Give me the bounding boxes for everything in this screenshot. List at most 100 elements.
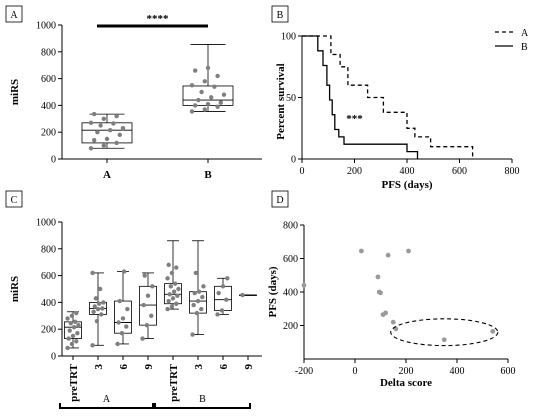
x-tick-label: 0 (353, 366, 358, 377)
data-point (117, 132, 123, 138)
data-point (74, 339, 79, 344)
data-point (301, 282, 307, 288)
data-point (124, 324, 129, 329)
y-tick-label: 600 (283, 254, 298, 265)
data-point (383, 310, 388, 316)
x-axis-label: PFS (days) (381, 179, 432, 191)
data-point (120, 125, 126, 131)
data-point (125, 306, 130, 312)
data-point (74, 310, 79, 316)
legend-label: A (521, 28, 529, 39)
survival-curve-b (302, 35, 419, 159)
y-tick-label: 1000 (36, 218, 56, 229)
data-point (94, 318, 100, 324)
data-point (202, 79, 207, 84)
data-point (195, 298, 201, 304)
data-point (120, 316, 126, 321)
data-point (189, 83, 195, 88)
x-tick-label: 400 (400, 166, 415, 177)
y-tick-label: 200 (41, 128, 56, 139)
data-point (92, 111, 97, 117)
x-tick-label: 3 (93, 364, 105, 370)
data-point (96, 301, 102, 306)
data-point (114, 140, 119, 146)
data-point (220, 284, 226, 289)
data-point (92, 304, 97, 309)
x-tick-label: B (204, 169, 212, 181)
y-tick-label: 400 (283, 288, 298, 299)
data-point (171, 289, 177, 294)
x-tick-label: 9 (143, 364, 155, 370)
x-tick-label: 9 (243, 364, 255, 370)
data-point (219, 308, 225, 313)
panel-letter-box (271, 190, 289, 208)
data-point (199, 306, 204, 312)
data-point (166, 298, 171, 304)
panel-letter-box (271, 5, 289, 23)
data-point (174, 265, 179, 270)
box-iqr (214, 285, 232, 311)
x-tick-label: 6 (118, 364, 130, 370)
data-point (69, 341, 75, 347)
data-point (224, 297, 229, 302)
data-point (68, 320, 74, 326)
data-point (88, 120, 94, 126)
legend-label: B (521, 42, 528, 53)
y-tick-label: 600 (41, 74, 56, 85)
data-point (189, 109, 195, 114)
data-point (378, 290, 383, 296)
significance-label: **** (147, 13, 170, 25)
data-point (70, 333, 76, 339)
data-point (375, 274, 381, 280)
data-point (174, 301, 179, 306)
x-tick-label: 200 (399, 366, 414, 377)
x-tick-label: 800 (505, 166, 520, 177)
data-point (215, 312, 220, 317)
panel-letter-box (5, 5, 23, 23)
data-point (191, 302, 196, 308)
data-point (91, 309, 96, 314)
data-point (218, 100, 223, 105)
y-tick-label: 800 (41, 244, 56, 255)
x-tick-label: A (103, 169, 111, 181)
data-point (192, 290, 197, 296)
data-point (142, 273, 147, 278)
data-point (175, 293, 180, 298)
x-tick-label: 0 (300, 166, 305, 177)
data-point (145, 293, 151, 298)
panel-letter-box (5, 190, 23, 208)
x-tick-label: 600 (501, 366, 516, 377)
data-point (190, 332, 195, 337)
data-point (193, 68, 198, 73)
y-tick-label: 0 (51, 352, 56, 363)
y-tick-label: 200 (283, 321, 298, 332)
data-point (108, 127, 113, 133)
data-point (101, 143, 107, 148)
data-point (169, 304, 175, 309)
data-point (95, 306, 101, 312)
data-point (221, 92, 227, 97)
data-point (100, 306, 105, 311)
data-point (115, 341, 120, 347)
data-point (216, 290, 221, 296)
y-tick-label: 100 (281, 32, 296, 43)
y-axis-label: PFS (days) (267, 266, 279, 317)
data-point (205, 101, 211, 107)
y-axis-label: Percent survival (275, 63, 287, 139)
y-tick-label: 800 (283, 221, 298, 232)
data-point (76, 322, 81, 328)
data-point (215, 104, 220, 109)
data-point (93, 296, 99, 301)
data-point (225, 276, 230, 281)
y-tick-label: 200 (41, 325, 56, 336)
data-point (90, 270, 95, 276)
y-tick-label: 1000 (36, 21, 56, 32)
data-point (98, 123, 103, 128)
y-axis-label: miRS (9, 79, 21, 105)
data-point (101, 116, 107, 122)
data-point (215, 73, 220, 79)
x-axis-label: Delta score (380, 377, 432, 389)
data-point (111, 121, 116, 126)
